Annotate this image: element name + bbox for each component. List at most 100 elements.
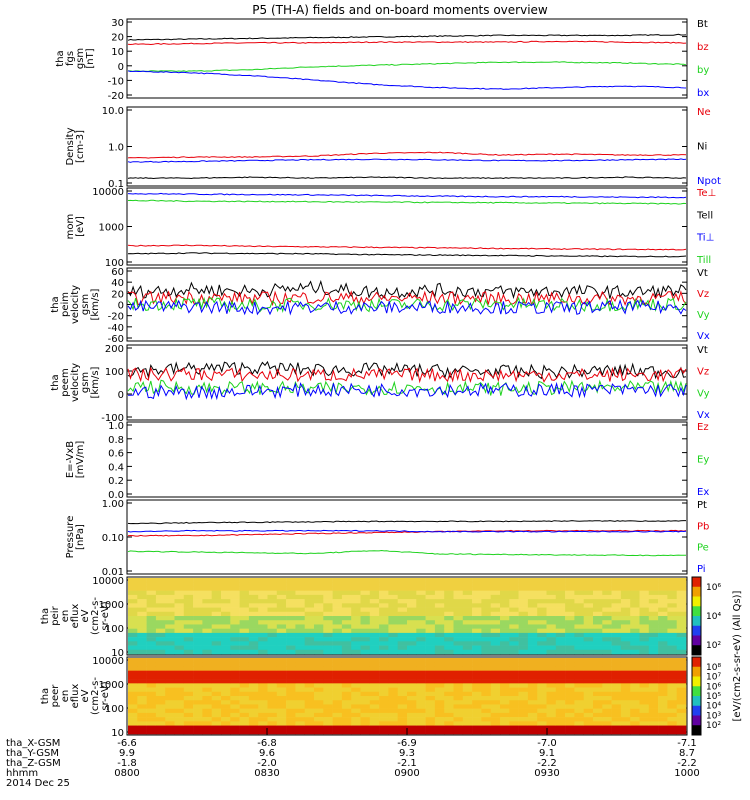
spectrogram-cell [593, 590, 603, 596]
spectrogram-cell [565, 582, 575, 587]
spectrogram-cell [351, 624, 361, 629]
spectrogram-cell [462, 708, 473, 714]
spectrogram-cell [425, 578, 436, 583]
spectrogram-cell [593, 683, 603, 688]
spectrogram-cell [481, 683, 491, 688]
spectrogram-cell [453, 687, 464, 693]
spectrogram-cell [444, 687, 454, 693]
spectrogram-cell [304, 696, 315, 701]
spectrogram-cell [453, 708, 464, 714]
spectrogram-cell [388, 578, 398, 583]
spectrogram-cell [341, 599, 352, 604]
spectrogram-cell [565, 637, 575, 642]
spectrogram-cell [537, 607, 547, 613]
spectrogram-cell [462, 691, 473, 697]
ytick-peir_eflux: 100 [105, 624, 124, 635]
spectrogram-cell [286, 717, 296, 722]
spectrogram-cell [416, 712, 426, 718]
ytick-peer_eflux: 1000 [99, 680, 124, 691]
spectrogram-cell [611, 594, 622, 600]
spectrogram-cell [537, 712, 547, 718]
spectrogram-cell [369, 679, 380, 684]
spectrogram-cell [509, 729, 519, 735]
series-density-Ni [127, 176, 687, 180]
spectrogram-cell [314, 603, 324, 608]
spectrogram-cell [369, 582, 380, 587]
spectrogram-cell [630, 691, 640, 697]
spectrogram-cell [183, 616, 194, 621]
spectrogram-cell [416, 700, 426, 705]
spectrogram-cell [490, 696, 501, 701]
spectrogram-cell [425, 666, 436, 671]
spectrogram-cell [472, 729, 482, 735]
spectrogram-cell [295, 679, 305, 684]
spectrogram-cell [286, 632, 296, 638]
spectrogram-cell [462, 582, 473, 587]
spectrogram-cell [630, 649, 640, 655]
spectrogram-cell [388, 582, 398, 587]
spectrogram-cell [425, 687, 436, 693]
colorbar-segment [692, 596, 701, 607]
spectrogram-cell [388, 691, 398, 697]
spectrogram-cell [165, 628, 175, 634]
spectrogram-cell [314, 632, 324, 638]
spectrogram-cell [202, 717, 212, 722]
spectrogram-cell [360, 708, 371, 714]
spectrogram-cell [453, 717, 464, 722]
spectrogram-cell [416, 624, 426, 629]
ylabel-peir_eflux-0: tha [40, 608, 51, 624]
spectrogram-cell [239, 725, 250, 731]
spectrogram-cell [472, 674, 482, 680]
spectrogram-cell [509, 721, 519, 726]
series-temperature-Tell [127, 252, 687, 258]
spectrogram-cell [369, 599, 380, 604]
spectrogram-cell [434, 607, 445, 613]
spectrogram-cell [165, 708, 175, 714]
spectrogram-cell [602, 611, 612, 617]
spectrogram-cell [276, 607, 287, 613]
spectrogram-cell [155, 717, 166, 722]
ytick-temperature: 1000 [99, 223, 124, 234]
spectrogram-cell [239, 683, 250, 688]
spectrogram-cell [658, 578, 668, 583]
colorbar [691, 576, 702, 736]
spectrogram-cell [128, 687, 138, 693]
spectrogram-cell [490, 624, 501, 629]
spectrogram-cell [453, 594, 464, 600]
spectrogram-cell [183, 687, 194, 693]
spectrogram-cell [183, 624, 194, 629]
spectrogram-cell [602, 683, 612, 688]
spectrogram-cell [304, 674, 315, 680]
spectrogram-cell [360, 729, 371, 735]
spectrogram-cell [416, 687, 426, 693]
spectrogram-cell [546, 696, 557, 701]
colorbar-segment [692, 715, 701, 726]
spectrogram-cell [676, 674, 687, 680]
spectrogram-cell [574, 616, 584, 621]
spectrogram-cell [639, 721, 650, 726]
spectrogram-cell [546, 691, 557, 697]
spectrogram-cell [295, 628, 305, 634]
spectrogram-cell [658, 712, 668, 718]
colorbar-frame [691, 656, 702, 736]
spectrogram-cell [239, 700, 250, 705]
spectrogram-cell [388, 603, 398, 608]
spectrogram-cell [388, 700, 398, 705]
spectrogram-cell [658, 632, 668, 638]
spectrogram-cell [602, 687, 612, 693]
spectrogram-cell [407, 696, 417, 701]
spectrogram-cell [593, 658, 603, 663]
spectrogram-cell [183, 670, 194, 676]
spectrogram-cell [276, 658, 287, 663]
spectrogram-cell [351, 721, 361, 726]
spectrogram-cell [444, 607, 454, 613]
spectrogram-cell [527, 712, 538, 718]
spectrogram-cell [314, 578, 324, 583]
spectrogram-cell [583, 700, 594, 705]
spectrogram-cell [444, 700, 454, 705]
spectrogram-cell [565, 674, 575, 680]
spectrogram-cell [379, 649, 389, 655]
spectrogram-cell [574, 620, 584, 625]
spectrogram-cell [165, 700, 175, 705]
spectrogram-cell [323, 611, 333, 617]
